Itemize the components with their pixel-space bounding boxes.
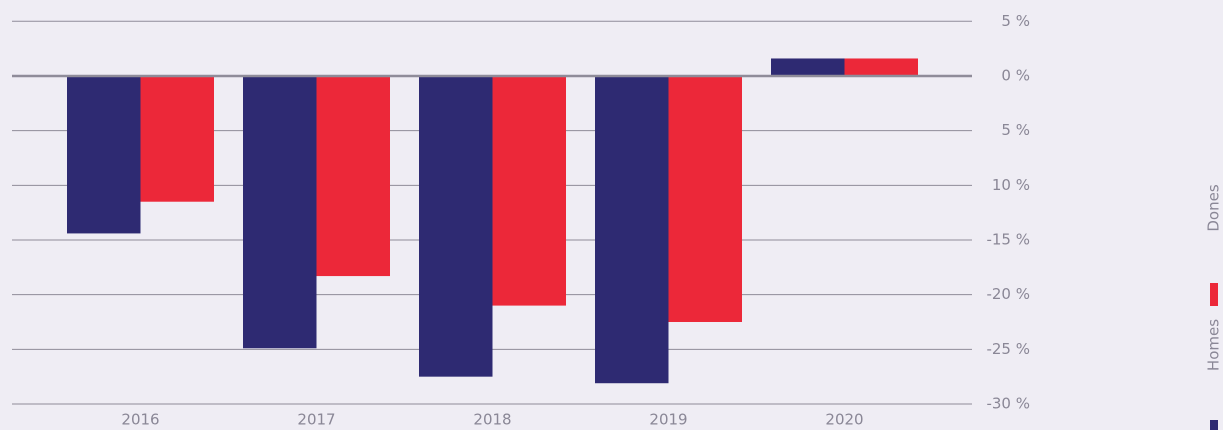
x-tick-label: 2019 [649,411,687,429]
bar [771,58,845,76]
bar [243,75,317,349]
bar [67,75,141,234]
bar [419,75,493,377]
x-tick-label: 2016 [121,411,159,429]
y-tick-label: 10 % [992,176,1030,194]
y-tick-label: -30 % [986,395,1030,413]
bar [668,75,742,322]
x-tick-label: 2020 [825,411,863,429]
y-tick-label: 5 % [1001,12,1030,30]
legend-swatch [1210,420,1218,430]
bar [844,58,918,76]
x-tick-label: 2018 [473,411,511,429]
y-tick-label: -25 % [986,340,1030,358]
y-tick-label: -15 % [986,230,1030,248]
legend-label: Homes [1205,319,1223,371]
bar [595,75,669,384]
y-tick-label: -20 % [986,285,1030,303]
y-tick-label: 5 % [1001,121,1030,139]
legend-swatch [1210,283,1218,306]
bar [140,75,214,202]
x-tick-label: 2017 [297,411,335,429]
bar [492,75,566,306]
legend-label: Dones [1205,184,1223,231]
bar [316,75,390,277]
y-tick-label: 0 % [1001,66,1030,84]
